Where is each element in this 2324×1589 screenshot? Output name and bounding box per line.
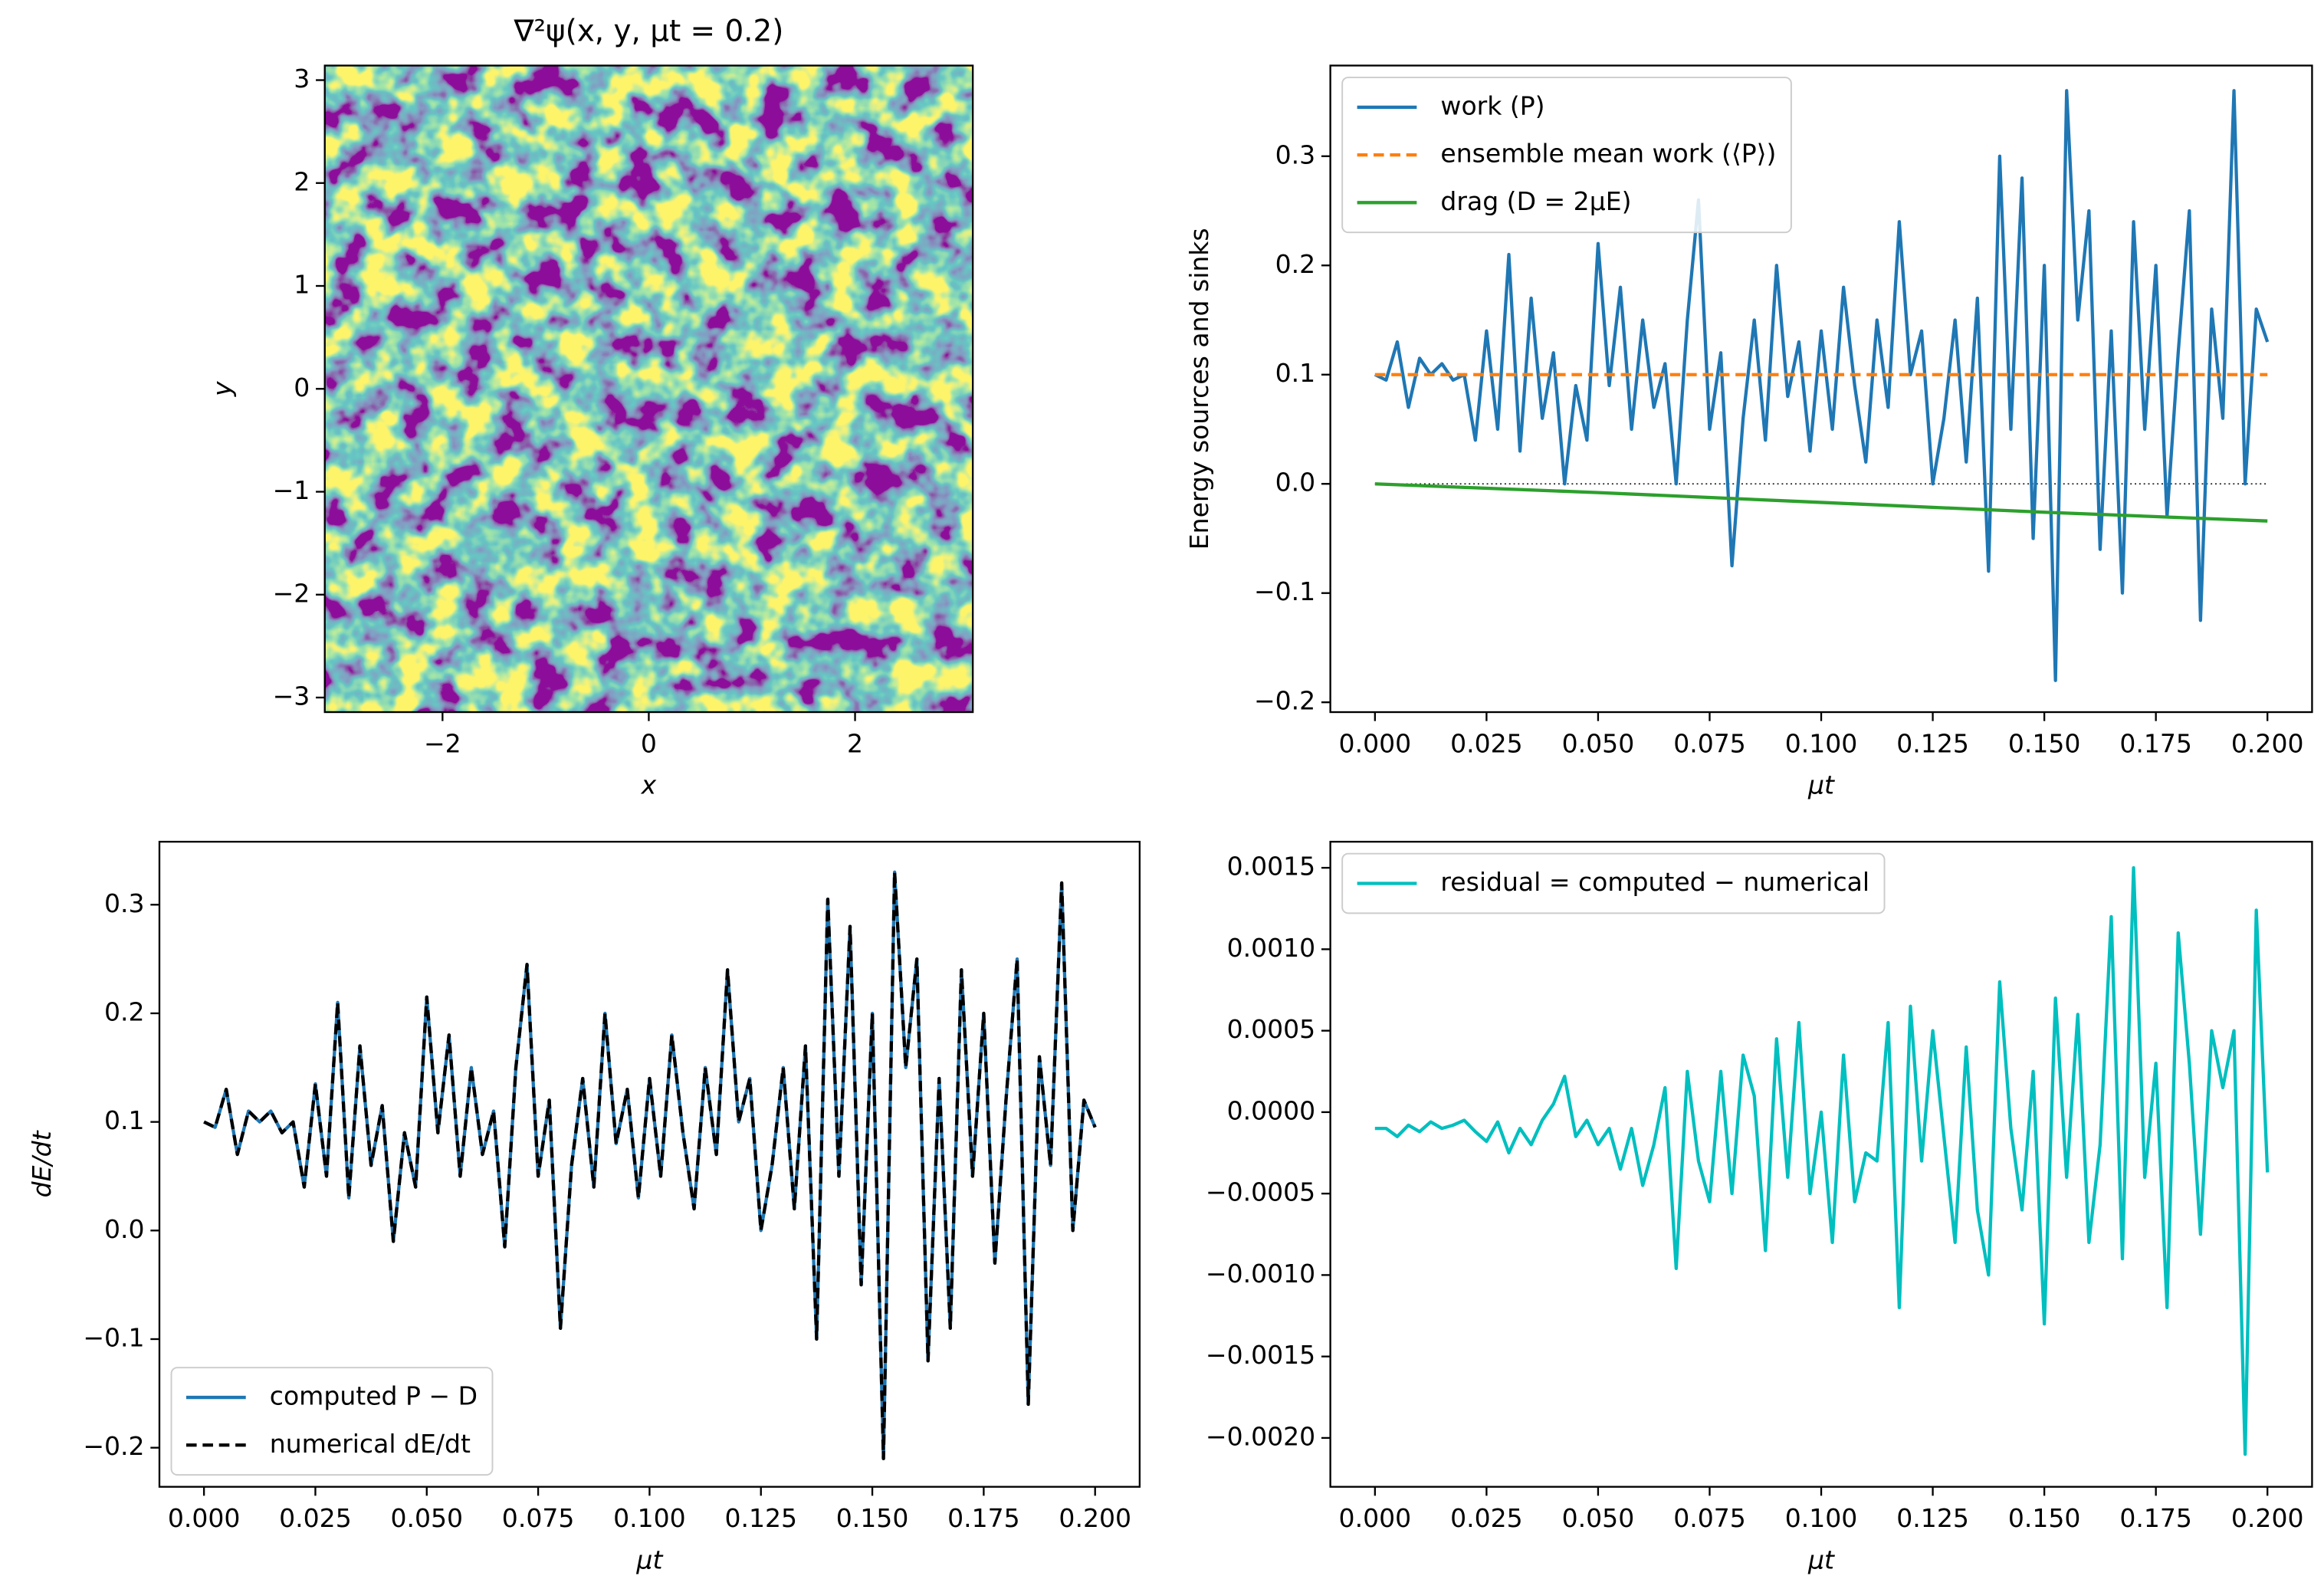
y-tick-label: −0.1 — [1254, 576, 1315, 606]
y-tick-label: −0.0005 — [1206, 1177, 1315, 1207]
y-tick-label: 1 — [294, 270, 310, 300]
x-axis-label: x — [641, 770, 657, 800]
legend-box — [1341, 852, 1886, 914]
y-tick-label: 0.1 — [104, 1105, 145, 1135]
x-tick-label: 0.050 — [390, 1503, 463, 1533]
y-tick-label: 0.3 — [104, 888, 145, 918]
y-tick-label: 3 — [294, 64, 310, 94]
legend-label: residual = computed − numerical — [1440, 867, 1869, 897]
x-tick-label: 0.175 — [2119, 728, 2192, 758]
y-tick-label: 0.0 — [1275, 468, 1316, 497]
legend-label: work (P) — [1440, 90, 1544, 120]
y-tick-label: −0.2 — [1254, 686, 1315, 716]
x-axis-label: μt — [1807, 770, 1835, 800]
x-tick-label: 0.150 — [2008, 1503, 2081, 1533]
x-tick-label: −2 — [424, 728, 461, 758]
y-axis-label: y — [207, 381, 237, 397]
x-tick-label: 0.200 — [2231, 1503, 2304, 1533]
y-tick-label: −0.0015 — [1206, 1340, 1315, 1370]
x-tick-label: 0.000 — [1339, 728, 1412, 758]
x-tick-label: 0.100 — [613, 1503, 686, 1533]
x-tick-label: 0.175 — [947, 1503, 1020, 1533]
x-tick-label: 0.150 — [836, 1503, 909, 1533]
x-tick-label: 0.000 — [1339, 1503, 1412, 1533]
legend-label: drag (D = 2μE) — [1440, 186, 1631, 216]
y-tick-label: 0.0005 — [1227, 1014, 1316, 1044]
x-tick-label: 0.200 — [2231, 728, 2304, 758]
y-tick-label: 0.2 — [104, 996, 145, 1026]
legend-label: ensemble mean work (⟨P⟩) — [1440, 139, 1776, 169]
y-tick-label: −1 — [273, 475, 310, 505]
x-axis-label: μt — [1807, 1545, 1835, 1574]
x-tick-label: 0 — [641, 728, 657, 758]
chart-title: ∇²ψ(x, y, μt = 0.2) — [513, 14, 783, 48]
y-tick-label: 0.0015 — [1227, 852, 1316, 882]
y-tick-label: 0.2 — [1275, 249, 1316, 279]
x-tick-label: 0.050 — [1562, 728, 1635, 758]
legend-label: numerical dE/dt — [270, 1429, 471, 1459]
x-tick-label: 0.075 — [502, 1503, 575, 1533]
x-tick-label: 0.100 — [1785, 728, 1858, 758]
y-tick-label: 0 — [294, 373, 310, 402]
legend-box — [170, 1367, 494, 1476]
y-tick-label: 0.0 — [104, 1214, 145, 1244]
series-line — [1374, 89, 2270, 682]
x-tick-label: 0.000 — [168, 1503, 241, 1533]
x-tick-label: 0.125 — [724, 1503, 797, 1533]
y-axis-label: dE/dt — [27, 1130, 57, 1197]
x-tick-label: 0.125 — [1896, 728, 1969, 758]
y-tick-label: −3 — [273, 681, 310, 711]
y-tick-label: 0.3 — [1275, 140, 1316, 169]
y-axis-label: Energy sources and sinks — [1184, 228, 1214, 550]
y-tick-label: 0.0000 — [1227, 1095, 1316, 1125]
x-tick-label: 0.175 — [2119, 1503, 2192, 1533]
x-tick-label: 0.200 — [1059, 1503, 1131, 1533]
heatmap-field — [324, 65, 973, 713]
y-tick-label: −0.2 — [83, 1431, 144, 1461]
x-tick-label: 0.150 — [2008, 728, 2081, 758]
y-tick-label: 0.0010 — [1227, 933, 1316, 963]
x-tick-label: 0.025 — [1450, 728, 1523, 758]
axes-frame — [1329, 840, 2313, 1488]
x-tick-label: 0.075 — [1673, 728, 1746, 758]
y-tick-label: −2 — [273, 578, 310, 608]
legend-box — [1341, 77, 1792, 234]
y-tick-label: 0.1 — [1275, 358, 1316, 388]
legend-label: computed P − D — [270, 1381, 478, 1411]
x-axis-label: μt — [635, 1545, 663, 1574]
series-line — [203, 870, 1097, 1460]
y-tick-label: −0.0020 — [1206, 1421, 1315, 1451]
y-tick-label: 2 — [294, 166, 310, 196]
x-tick-label: 0.050 — [1562, 1503, 1635, 1533]
series-line — [1374, 482, 2268, 523]
x-tick-label: 2 — [847, 728, 863, 758]
x-tick-label: 0.125 — [1896, 1503, 1969, 1533]
y-tick-label: −0.0010 — [1206, 1259, 1315, 1289]
x-tick-label: 0.100 — [1785, 1503, 1858, 1533]
x-tick-label: 0.025 — [279, 1503, 352, 1533]
x-tick-label: 0.025 — [1450, 1503, 1523, 1533]
series-line — [1374, 865, 2270, 1456]
y-tick-label: −0.1 — [83, 1322, 144, 1352]
x-tick-label: 0.075 — [1673, 1503, 1746, 1533]
